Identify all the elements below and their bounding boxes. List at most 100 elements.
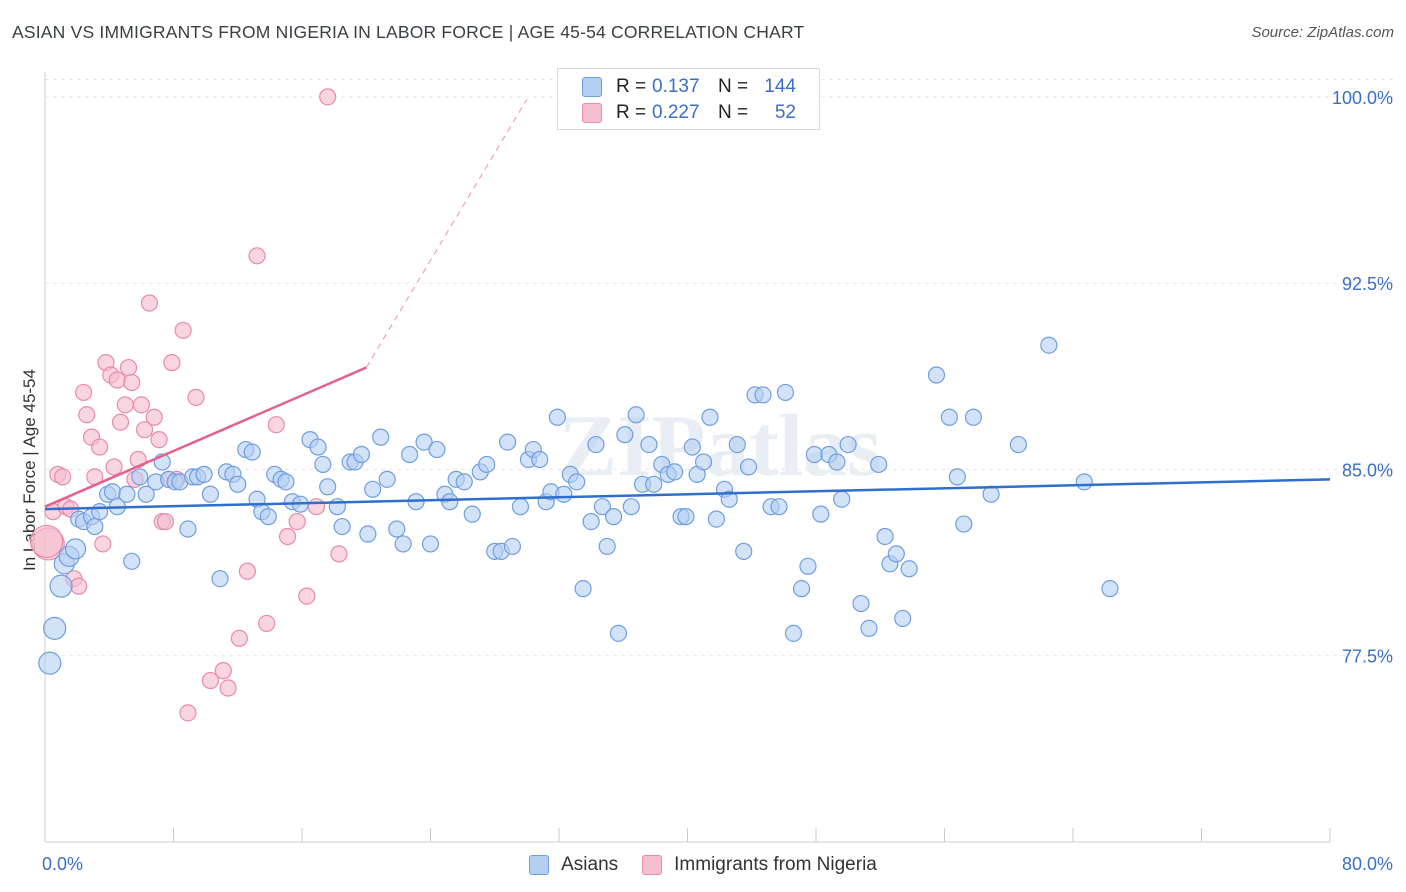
y-tick-label: 92.5% bbox=[1342, 274, 1393, 294]
asians-point bbox=[948, 468, 966, 486]
asians-swatch bbox=[582, 77, 602, 97]
asians-point bbox=[784, 624, 803, 642]
asians-point bbox=[277, 473, 295, 491]
asians-point bbox=[211, 570, 229, 588]
nigeria-point bbox=[111, 413, 130, 431]
nigeria-point bbox=[91, 438, 109, 456]
y-tick-label: 100.0% bbox=[1332, 88, 1393, 108]
asians-trend-line bbox=[44, 478, 1331, 511]
nigeria-point bbox=[108, 371, 126, 389]
x-tick-label-min: 0.0% bbox=[42, 854, 83, 874]
asians-point bbox=[828, 453, 846, 471]
asians-point bbox=[792, 580, 811, 598]
nigeria-point bbox=[78, 406, 96, 424]
nigeria-point bbox=[288, 512, 306, 531]
asians-point bbox=[372, 428, 390, 446]
nigeria-point bbox=[258, 614, 276, 633]
asians-point bbox=[428, 440, 446, 459]
nigeria-point bbox=[298, 587, 316, 605]
asians-point bbox=[799, 557, 817, 575]
series-legend: Asians Immigrants from Nigeria bbox=[0, 852, 1406, 878]
asians-point bbox=[86, 517, 104, 536]
legend-item-asians[interactable]: Asians bbox=[529, 854, 618, 876]
series-asians bbox=[38, 336, 1119, 675]
legend-label-nigeria: Immigrants from Nigeria bbox=[674, 854, 877, 875]
asians-point bbox=[229, 475, 247, 493]
n-label: N = bbox=[718, 102, 749, 123]
asians-point bbox=[123, 552, 141, 570]
trend-lines bbox=[44, 99, 1331, 511]
nigeria-point bbox=[156, 512, 175, 531]
asians-point bbox=[568, 473, 586, 491]
legend-item-nigeria[interactable]: Immigrants from Nigeria bbox=[642, 854, 877, 876]
asians-point bbox=[860, 619, 878, 637]
asians-point bbox=[64, 538, 87, 560]
nigeria-point bbox=[145, 408, 163, 426]
asians-point bbox=[645, 475, 663, 493]
asians-point bbox=[548, 408, 566, 426]
asians-point bbox=[574, 580, 592, 598]
n-label: N = bbox=[718, 76, 749, 97]
series-immigrants-from-nigeria bbox=[30, 88, 348, 722]
asians-point bbox=[587, 435, 605, 454]
watermark: ZIPatlas bbox=[559, 398, 882, 495]
nigeria-point bbox=[119, 358, 138, 377]
nigeria-point bbox=[174, 321, 192, 339]
x-tick-label-max: 80.0% bbox=[1342, 854, 1393, 874]
asians-point bbox=[852, 594, 870, 613]
asians-point bbox=[812, 505, 830, 523]
asians-point bbox=[1009, 435, 1027, 454]
nigeria-point bbox=[94, 535, 112, 553]
asians-legend-swatch bbox=[529, 855, 550, 875]
asians-point bbox=[259, 508, 277, 526]
asians-point bbox=[388, 520, 406, 538]
y-tick-label: 77.5% bbox=[1342, 647, 1393, 667]
nigeria-point bbox=[238, 562, 256, 580]
asians-point bbox=[839, 435, 857, 454]
asians-point bbox=[555, 485, 573, 503]
asians-point bbox=[309, 438, 327, 456]
asians-point bbox=[455, 473, 473, 491]
asians-point bbox=[179, 520, 197, 538]
nigeria-point bbox=[319, 88, 337, 106]
nigeria-point bbox=[132, 396, 150, 414]
nigeria-trend-line bbox=[44, 366, 367, 508]
asians-point bbox=[940, 408, 958, 426]
asians-point bbox=[982, 485, 1000, 503]
asians-point bbox=[622, 498, 640, 516]
nigeria-point bbox=[163, 354, 181, 372]
asians-point bbox=[728, 435, 746, 454]
nigeria-point bbox=[267, 416, 285, 434]
asians-point bbox=[91, 503, 109, 521]
asians-point bbox=[707, 510, 726, 528]
source-label: Source: ZipAtlas.com bbox=[1251, 24, 1394, 41]
asians-point bbox=[666, 463, 684, 481]
asians-point bbox=[359, 525, 377, 543]
nigeria-trend-extension bbox=[365, 99, 528, 368]
asians-point bbox=[352, 445, 371, 464]
asians-point bbox=[378, 470, 396, 488]
asians-point bbox=[131, 468, 149, 486]
asians-point bbox=[598, 537, 616, 556]
asians-point bbox=[593, 498, 611, 516]
asians-point bbox=[605, 508, 623, 526]
asians-point bbox=[677, 508, 695, 526]
asians-point bbox=[616, 426, 634, 444]
nigeria-point bbox=[30, 524, 64, 559]
asians-point bbox=[333, 517, 351, 536]
asians-point bbox=[394, 535, 412, 553]
asians-point bbox=[770, 498, 788, 516]
asians-point bbox=[478, 455, 496, 474]
nigeria-point bbox=[214, 662, 232, 680]
nigeria-point bbox=[307, 498, 326, 516]
asians-point bbox=[531, 450, 549, 469]
asians-point bbox=[201, 485, 220, 503]
nigeria-point bbox=[330, 545, 348, 563]
asians-point bbox=[118, 485, 136, 503]
nigeria-point bbox=[135, 421, 154, 439]
asians-point bbox=[805, 445, 823, 464]
asians-point bbox=[683, 438, 701, 456]
asians-point bbox=[1101, 580, 1119, 598]
nigeria-legend-swatch bbox=[642, 855, 663, 875]
asians-point bbox=[1075, 473, 1093, 491]
